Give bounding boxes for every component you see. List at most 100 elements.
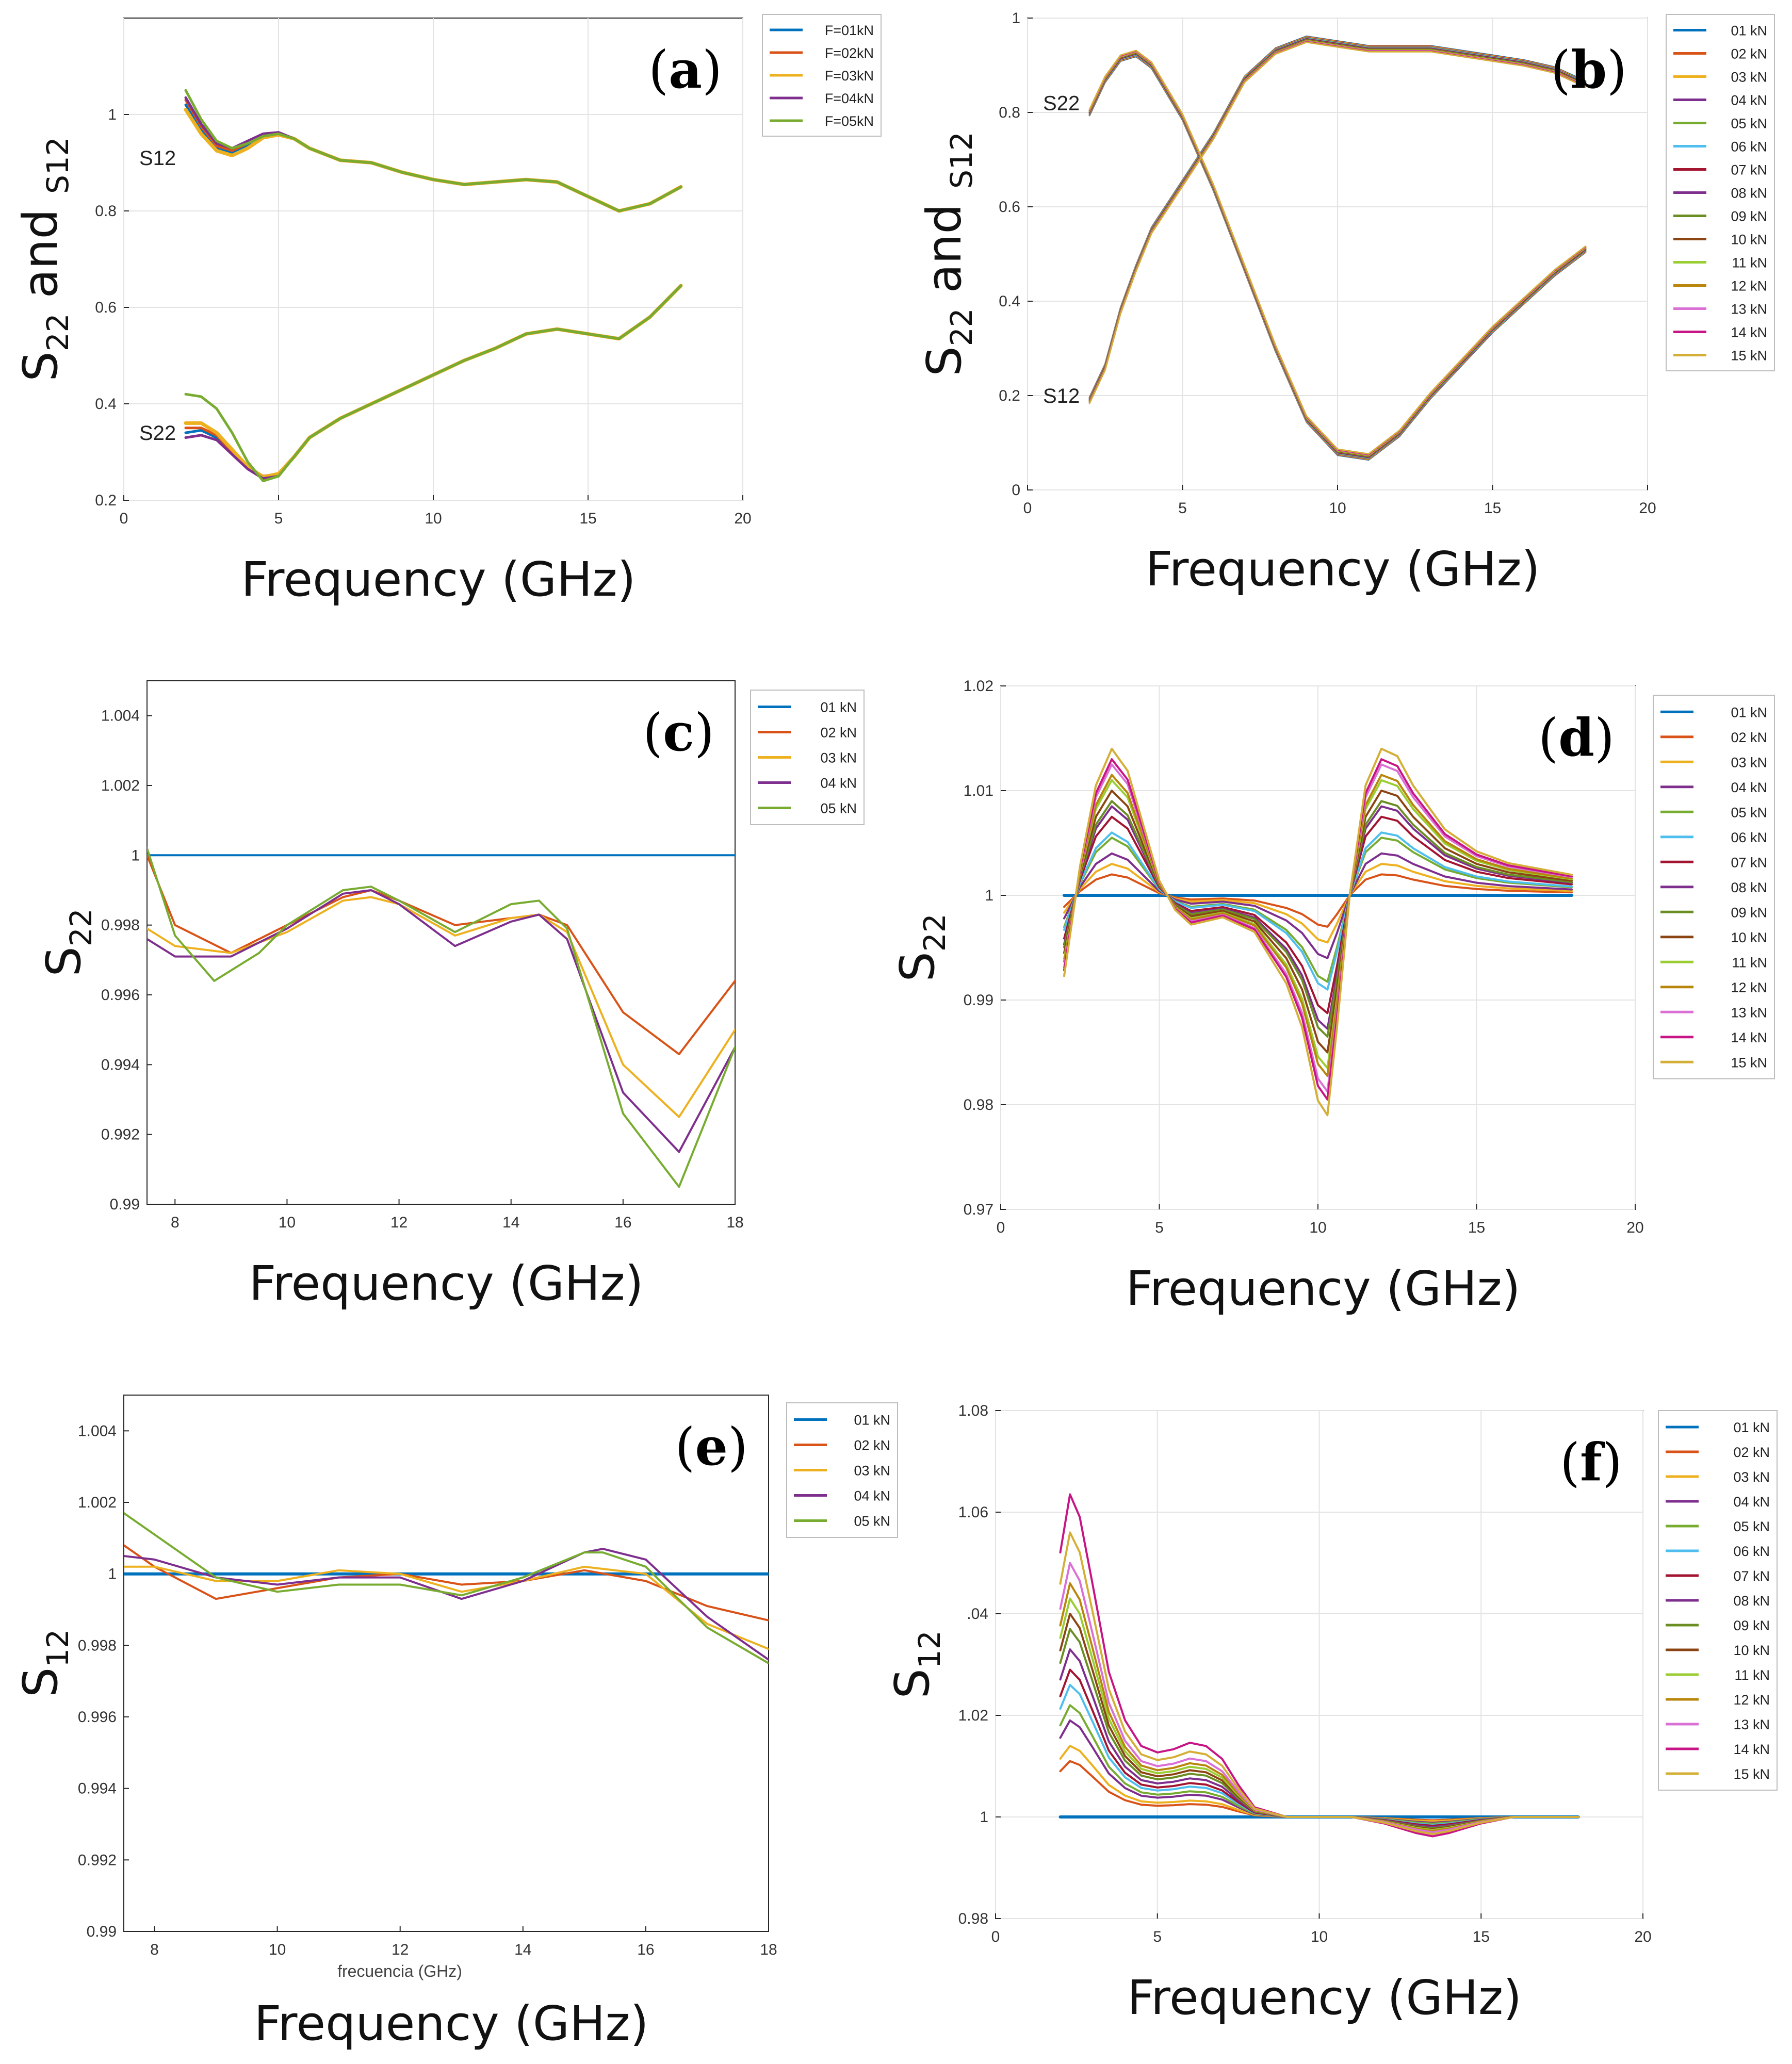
panel-label: (e) [675,1416,748,1477]
plot-area [1088,35,1587,461]
y-tick-label: 0.6 [999,199,1020,216]
series-line-f-05kn [184,89,682,212]
y-tick-label: 0.99 [964,992,993,1009]
legend-entry-label: 10 kN [1731,232,1767,248]
legend-entry-label: 03 kN [820,750,857,766]
series-line-02-kn [124,1544,769,1621]
y-axis-label: S12 [13,1629,75,1697]
y-tick-label: 1 [985,887,993,904]
series-line-04-kN [1063,852,1573,959]
inner-x-axis-label: frecuencia (GHz) [337,1962,462,1980]
legend: 01 kN 02 kN 03 kN 04 kN 05 kN [750,690,865,825]
y-tick-label: 1.002 [78,1494,117,1511]
x-tick-label: 10 [1309,1219,1326,1236]
x-tick-label: 10 [279,1214,296,1231]
x-tick-label: 10 [1311,1928,1328,1945]
x-tick-label: 5 [1153,1928,1162,1945]
legend-entry-label: 05 kN [1731,805,1767,820]
x-tick-label: 10 [425,510,442,527]
series-line-s22-15-kN [1088,50,1587,455]
plot-area [184,89,683,483]
x-tick-label: 15 [1484,500,1501,517]
x-tick-label: 0 [997,1219,1005,1236]
curve-annotation: S22 [139,422,176,445]
y-tick-label: 1.004 [101,708,140,725]
x-tick-label: 20 [734,510,751,527]
panel-label: (d) [1538,707,1615,768]
y-tick-label: 0.996 [101,987,140,1004]
series-line-13-kN [1059,1562,1579,1833]
legend-entry-label: 02 kN [1731,730,1767,745]
x-tick-label: 5 [274,510,283,527]
y-tick-label: 0.99 [87,1923,117,1940]
legend-entry-label: 01 kN [820,700,857,715]
x-tick-label: 15 [1473,1928,1490,1945]
x-tick-label: 16 [637,1941,654,1958]
legend-entry-label: 06 kN [1731,830,1767,845]
plot-area [147,847,735,1188]
x-axis-label: Frequency (GHz) [1126,1261,1520,1316]
x-tick-label: 8 [150,1941,159,1958]
legend-entry-label: 10 kN [1731,930,1767,945]
x-tick-label: 12 [392,1941,409,1958]
curve-annotation: S12 [139,147,176,170]
y-tick-label: 0.8 [999,104,1020,121]
legend-entry-label: 11 kN [1732,955,1767,970]
x-tick-label: 20 [1626,1219,1643,1236]
series-line-03-kn [147,896,735,1118]
y-axis-label: S22 and S12 [13,137,75,381]
legend-entry-label: 05 kN [1731,116,1767,132]
x-tick-label: 8 [171,1214,180,1231]
legend-entry-label: 12 kN [1733,1692,1770,1708]
series-line-06-kN [1063,831,1573,991]
x-tick-label: 16 [614,1214,631,1231]
y-tick-label: 0 [1012,482,1020,499]
y-tick-label: 1.01 [964,782,993,799]
legend: 01 kN 02 kN 03 kN 04 kN 05 kN 06 kN 07 kN 08 kN… [1653,695,1775,1079]
legend-entry-label: 04 kN [1731,780,1767,795]
series-line-03-kN [1063,863,1573,944]
series-line-14-kN [1063,758,1573,1101]
y-tick-label: 1.02 [958,1707,988,1724]
legend-entry-label: 05 kN [820,801,857,816]
series-line-05-kn [124,1512,769,1664]
x-tick-label: 18 [726,1214,743,1231]
legend-entry-label: 14 kN [1731,1030,1767,1045]
series-line-10-kN [1063,790,1573,1054]
legend-entry-label: 14 kN [1731,325,1767,340]
x-axis-label: Frequency (GHz) [254,1996,648,2051]
y-tick-label: 0.98 [958,1910,988,1927]
x-tick-label: 14 [502,1214,519,1231]
legend-entry-label: 04 kN [854,1488,890,1504]
legend-entry-label: 07 kN [1731,162,1767,178]
legend-entry-label: 08 kN [1731,880,1767,895]
x-tick-label: 10 [269,1941,286,1958]
x-tick-label: 20 [1634,1928,1651,1945]
series-line-05-kn [147,847,735,1188]
y-tick-label: 1 [108,1566,117,1583]
x-axis-label: Frequency (GHz) [249,1256,643,1311]
panel-d: 0 5 10 15 20 0.97 0.98 0.99 1 1.01 1.02 (d) Frequenc… [890,678,1775,1316]
legend-entry-label: 10 kN [1733,1643,1770,1658]
x-tick-label: 15 [1468,1219,1485,1236]
series-line-02-kn [147,854,735,1055]
series-line-13-kN [1063,763,1573,1093]
legend-entry-label: 04 kN [820,776,857,791]
y-tick-label: 1.06 [958,1504,988,1521]
panel-a: 0 5 10 15 20 0.2 0.4 0.6 0.8 1 S12 S22 (a) Frequency … [13,14,882,607]
legend-entry-label: 11 kN [1734,1667,1770,1683]
legend: 01 kN 02 kN 03 kN 04 kN 05 kN [786,1402,898,1538]
legend-entry-label: 09 kN [1731,209,1767,224]
legend-entry-label: 08 kN [1733,1593,1770,1609]
legend-entry-label: 07 kN [1731,855,1767,870]
series-line-12-kN [1063,774,1573,1077]
legend-entry-label: 01 kN [1731,23,1767,39]
y-tick-label: 0.4 [95,396,117,413]
legend-entry-label: 02 kN [1731,46,1767,62]
plot-area [1058,1493,1580,1838]
legend-entry-label: 14 kN [1733,1742,1770,1757]
legend-entry-label: 05 kN [1733,1519,1770,1534]
y-axis-label: S22 [36,908,99,976]
x-tick-label: 0 [991,1928,1000,1945]
